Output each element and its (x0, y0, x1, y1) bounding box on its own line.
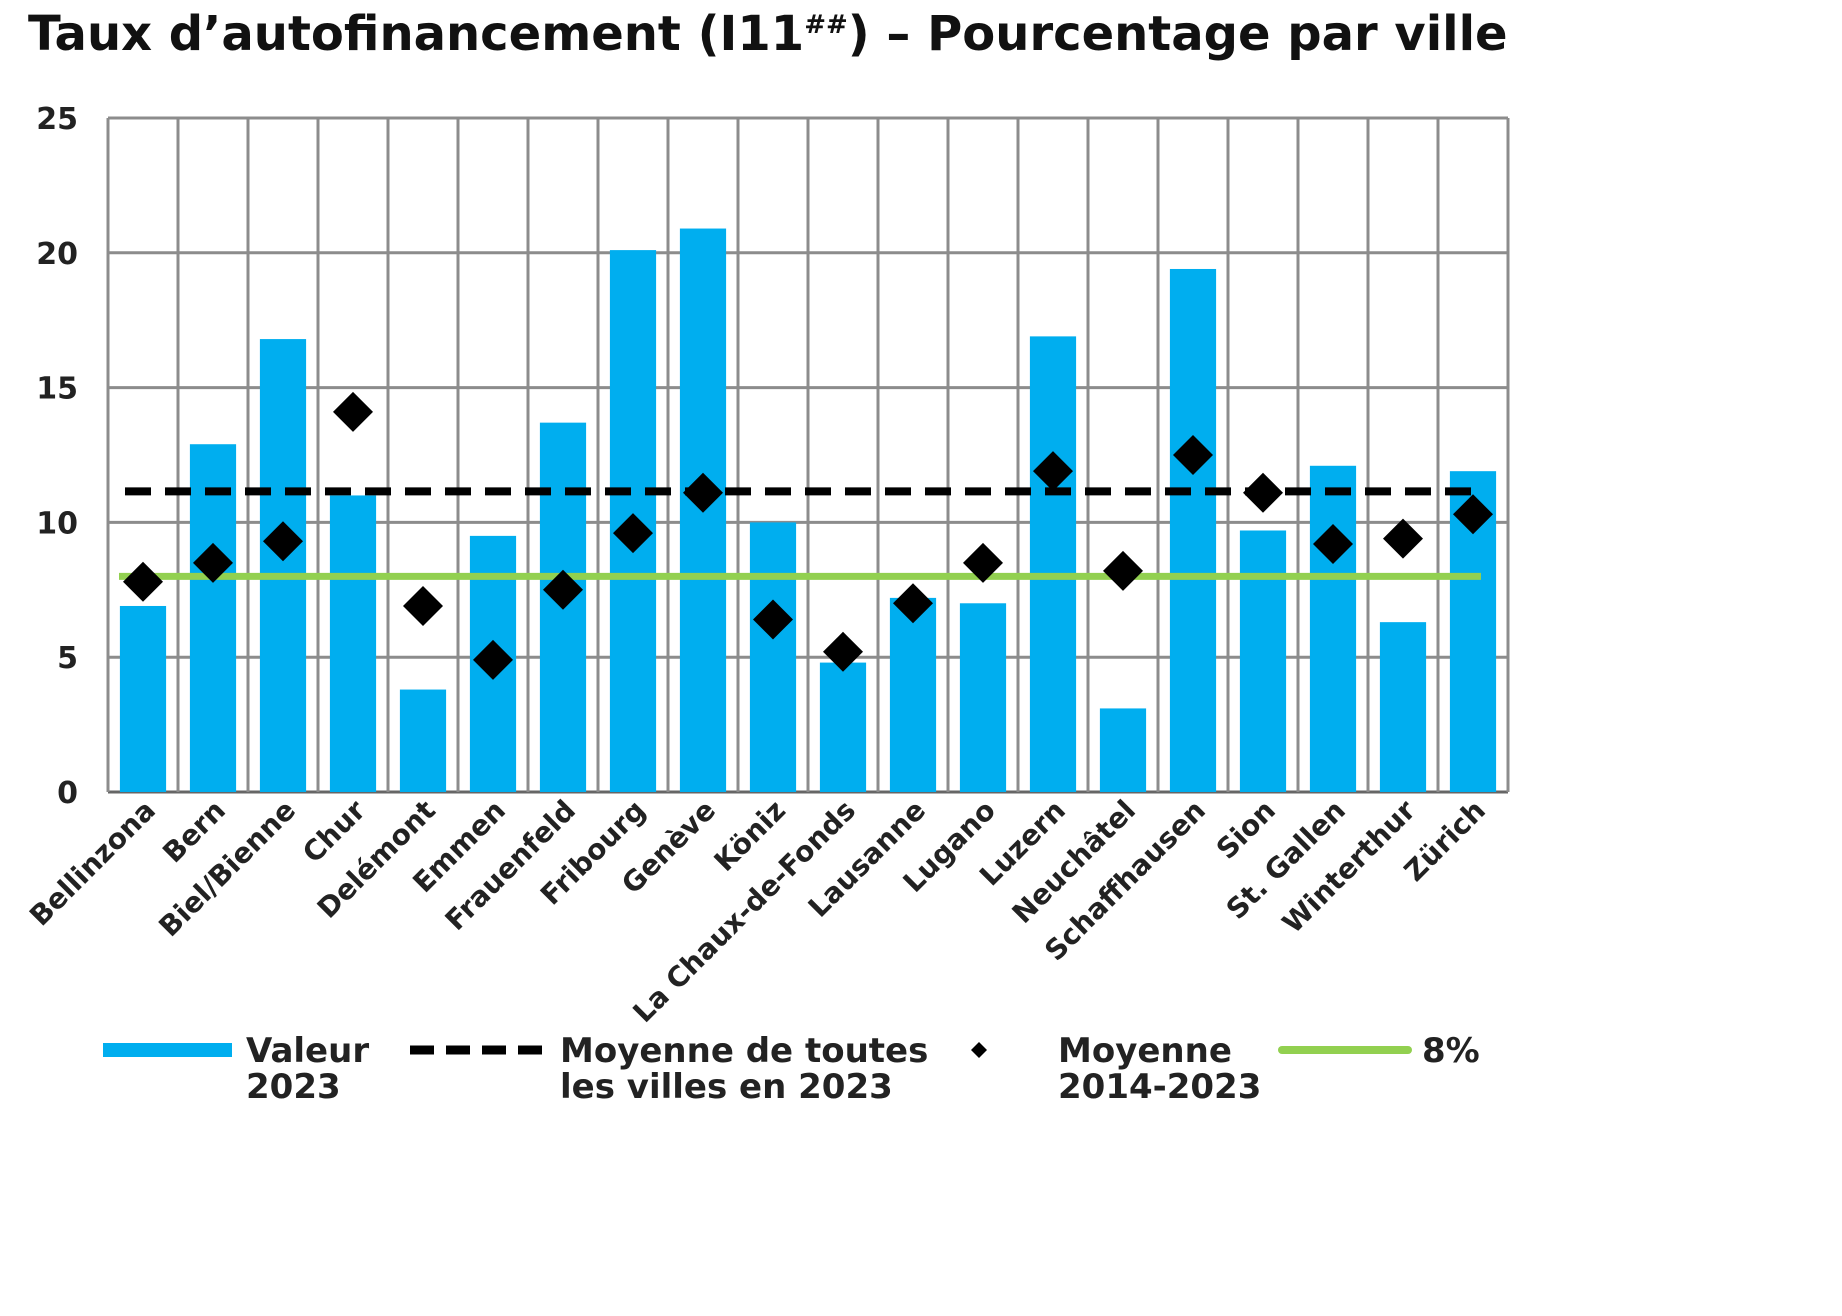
chart-title: Taux d’autofinancement (I11##) – Pourcen… (28, 6, 1508, 62)
marker-la-chaux-de-fonds (823, 631, 863, 672)
chart-title-main: Taux d’autofinancement (I11 (28, 6, 805, 62)
legend-label-moyenne-2014-2023-line-1: Moyenne (1058, 1031, 1232, 1071)
bar-delemont (399, 689, 447, 792)
y-tick-label: 10 (36, 506, 78, 541)
marker-schaffhausen (1173, 435, 1213, 475)
marker-luzern (1033, 451, 1073, 492)
marker-chur (333, 391, 373, 432)
y-tick-label: 0 (57, 776, 78, 811)
bar-schaffhausen (1169, 268, 1217, 792)
marker-lugano (963, 542, 1003, 583)
legend-swatch-valeur-2023 (103, 1043, 232, 1057)
legend-label-valeur-2023-line-2: 2023 (246, 1067, 341, 1107)
marker-biel-bienne (263, 521, 303, 562)
marker-zurich (1453, 494, 1493, 535)
legend-label-valeur-2023-line-1: Valeur (246, 1031, 369, 1071)
marker-st-gallen (1313, 523, 1353, 564)
bar-la-chaux-de-fonds (819, 662, 867, 792)
y-tick-label: 20 (36, 237, 78, 272)
markers (123, 391, 1493, 680)
marker-neuchatel (1103, 550, 1143, 591)
y-tick-label: 15 (36, 372, 78, 407)
bar-winterthur (1379, 622, 1427, 792)
x-tick-label-bellinzona: Bellinzona (23, 794, 162, 933)
bar-bern (189, 444, 237, 792)
marker-bellinzona (123, 561, 163, 602)
legend-label-eight-percent-line-1: 8% (1422, 1031, 1480, 1071)
marker-fribourg (613, 513, 653, 554)
bar-luzern (1029, 336, 1077, 792)
marker-winterthur (1383, 518, 1423, 559)
legend-label-average-line-1: Moyenne de toutes (560, 1031, 928, 1071)
chart-title-superscript: ## (804, 10, 848, 40)
marker-frauenfeld (543, 569, 583, 610)
bar-st-gallen (1309, 465, 1357, 792)
bar-biel-bienne (259, 339, 307, 792)
x-axis-ticks: BellinzonaBernBiel/BienneChurDelémontEmm… (23, 793, 1492, 1029)
legend-label-average-line-2: les villes en 2023 (560, 1067, 893, 1107)
bar-sion (1239, 530, 1287, 792)
marker-bern (193, 542, 233, 583)
marker-geneve (683, 472, 723, 513)
gridlines (106, 116, 1510, 794)
chart-title-suffix: ) – Pourcentage par ville (847, 6, 1508, 62)
bar-lausanne (889, 597, 937, 792)
marker-sion (1243, 472, 1283, 513)
marker-koniz (753, 599, 793, 640)
bar-koniz (749, 522, 797, 792)
marker-delemont (403, 585, 443, 626)
y-axis-ticks: 0 5 10 15 20 25 (36, 102, 78, 811)
bar-neuchatel (1099, 708, 1147, 792)
legend-swatch-moyenne-2014-2023 (971, 1042, 987, 1058)
legend-label-moyenne-2014-2023-line-2: 2014-2023 (1058, 1067, 1261, 1107)
y-tick-label: 25 (36, 102, 78, 137)
bar-chur (329, 495, 377, 792)
y-tick-label: 5 (57, 641, 78, 676)
bar-bellinzona (119, 605, 167, 792)
marker-lausanne (893, 583, 933, 624)
bars (119, 228, 1497, 792)
bar-lugano (959, 603, 1007, 792)
marker-emmen (473, 639, 513, 680)
